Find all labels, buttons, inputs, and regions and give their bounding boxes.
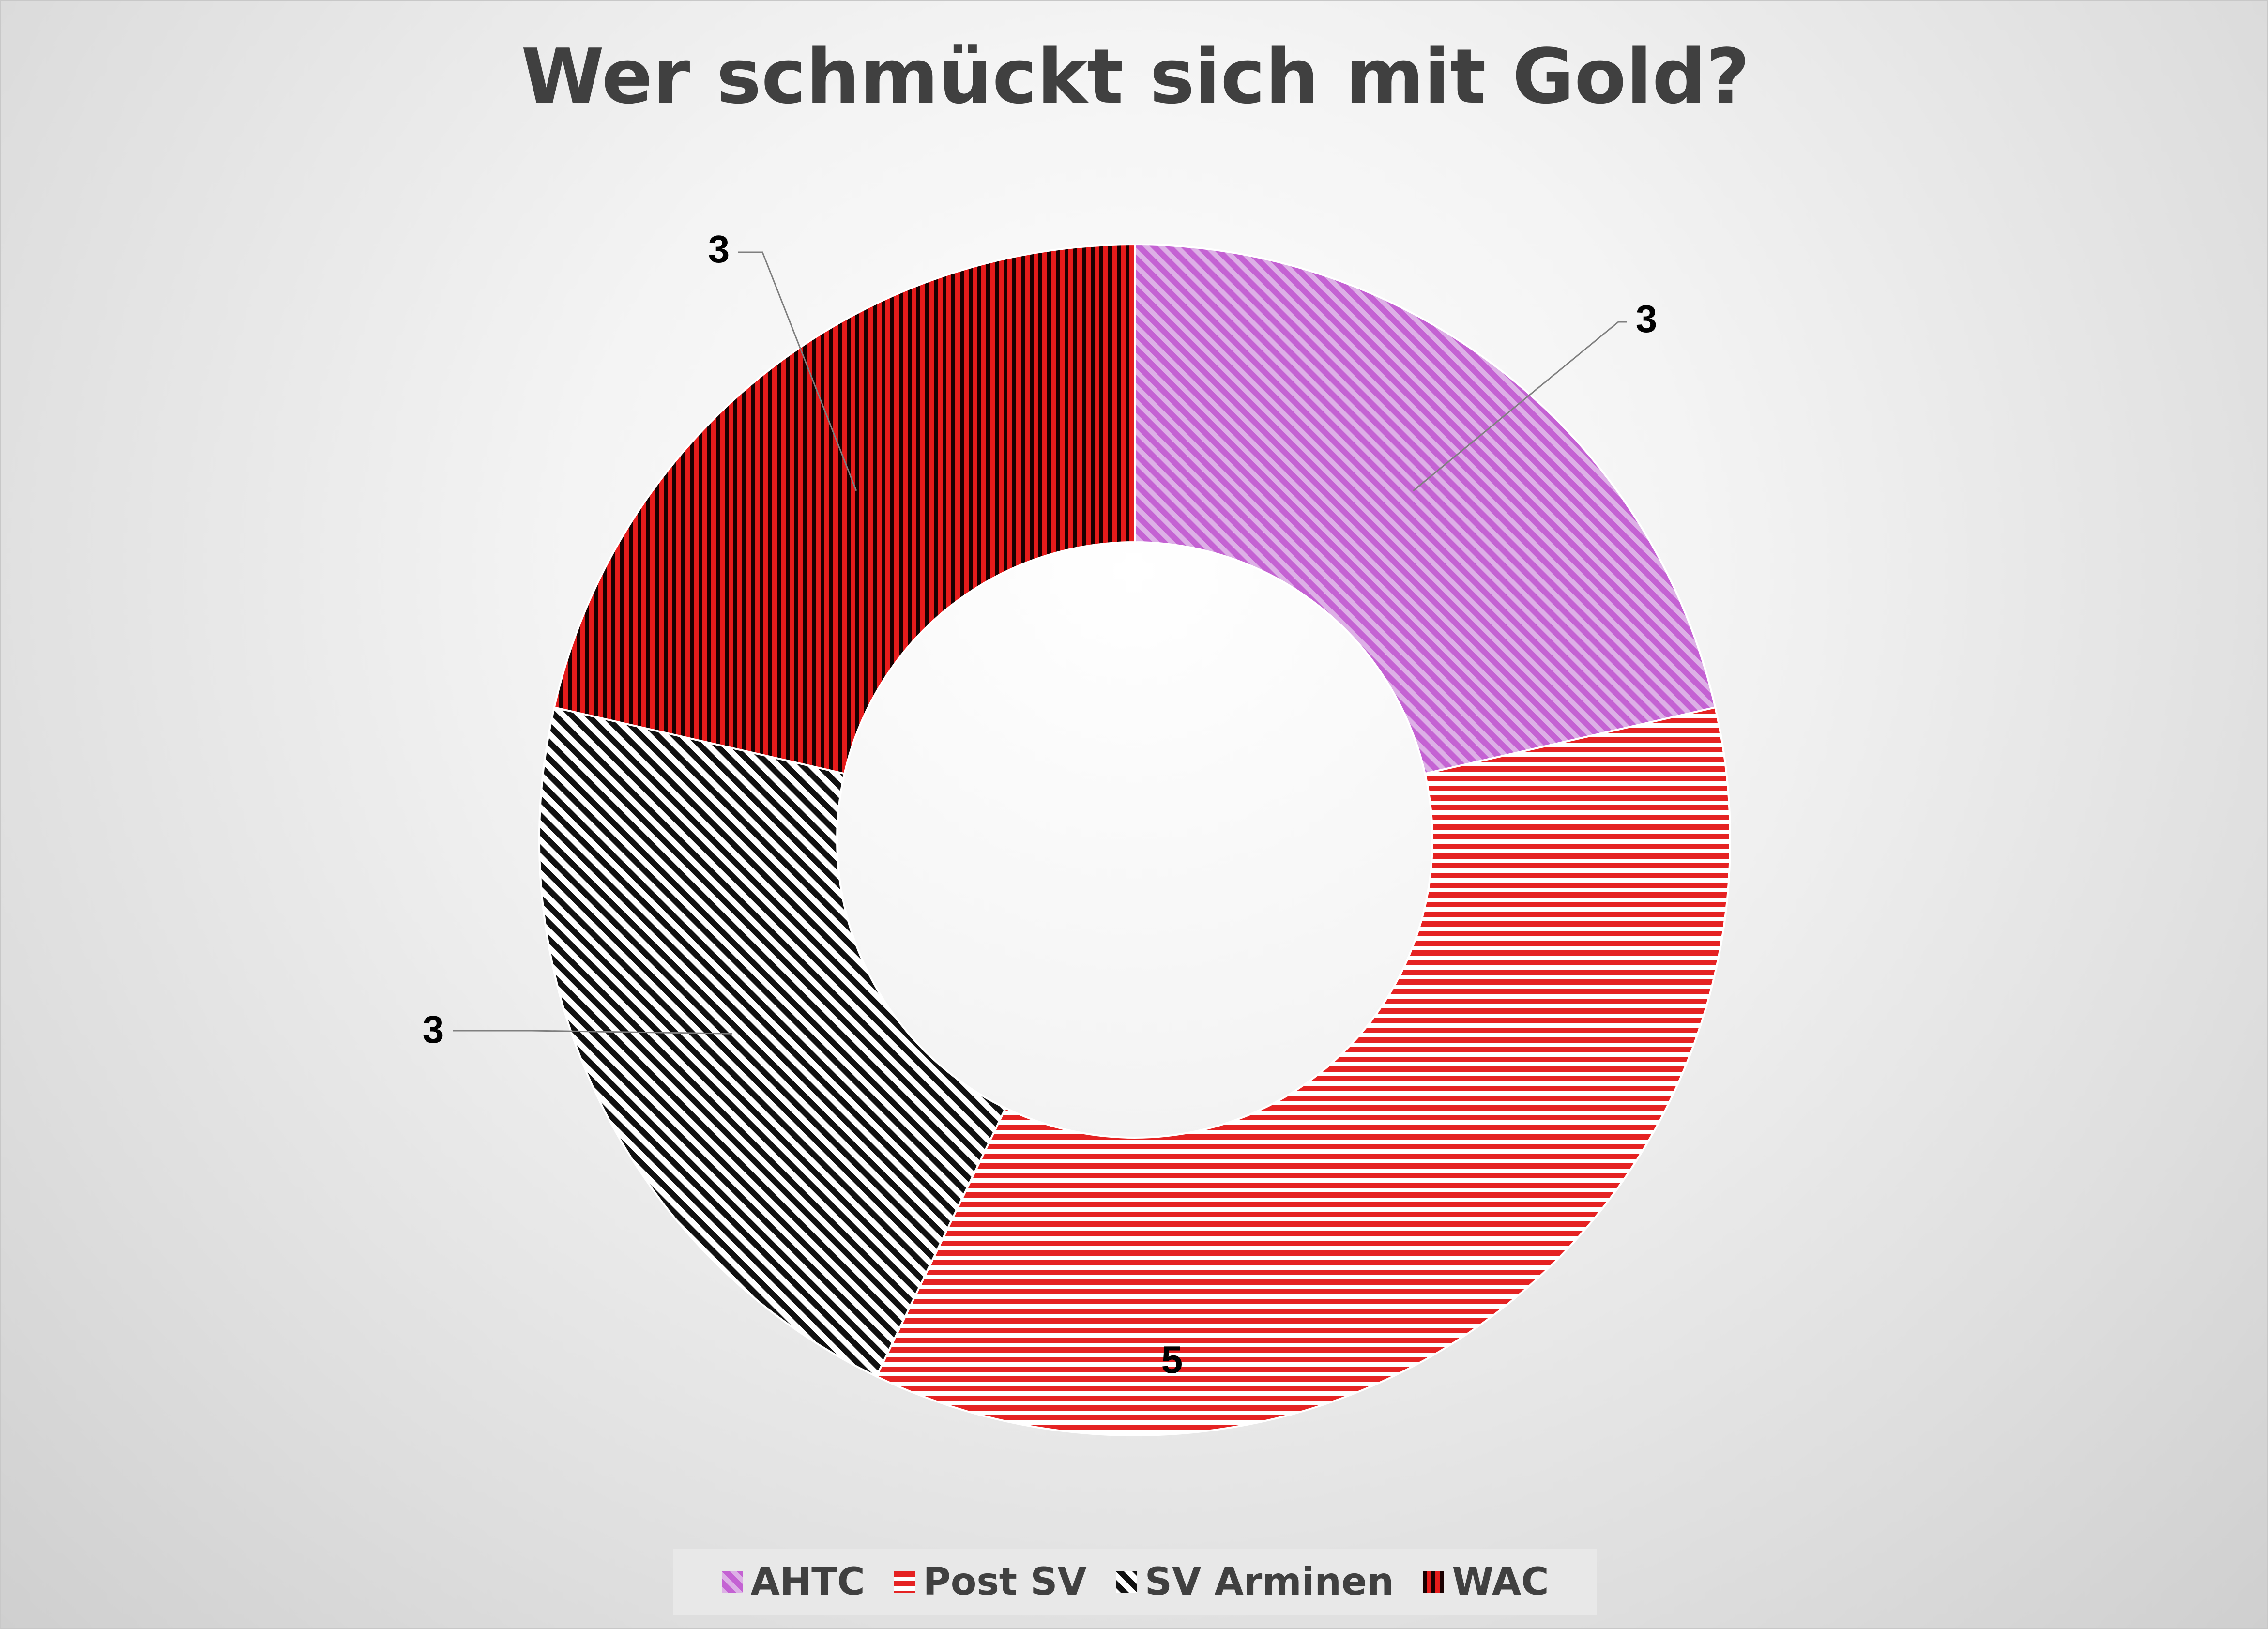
legend-swatch-post-sv bbox=[894, 1571, 915, 1593]
slice-sv-arminen bbox=[538, 706, 1007, 1378]
slice-ahtc bbox=[1134, 243, 1717, 775]
legend-swatch-sv-arminen bbox=[1115, 1571, 1137, 1593]
data-label-sv-arminen: 3 bbox=[423, 1008, 444, 1051]
legend-swatch-wac bbox=[1423, 1571, 1445, 1593]
legend-label-ahtc: AHTC bbox=[750, 1560, 865, 1604]
slice-post-sv bbox=[875, 706, 1731, 1436]
chart-title: Wer schmückt sich mit Gold? bbox=[521, 32, 1750, 121]
slice-wac bbox=[553, 243, 1136, 775]
legend-item-wac: WAC bbox=[1423, 1560, 1549, 1604]
legend-label-wac: WAC bbox=[1452, 1560, 1549, 1604]
leader-line-sv-arminen bbox=[453, 1030, 732, 1035]
legend-item-ahtc: AHTC bbox=[721, 1560, 865, 1604]
data-label-post-sv: 5 bbox=[1161, 1338, 1183, 1381]
slices-layer bbox=[538, 243, 1731, 1436]
legend-label-post-sv: Post SV bbox=[923, 1560, 1087, 1604]
data-labels-layer: 3 5 3 3 bbox=[423, 228, 1658, 1381]
data-label-wac: 3 bbox=[708, 228, 730, 271]
leader-line-ahtc bbox=[1413, 321, 1627, 491]
legend-label-sv-arminen: SV Arminen bbox=[1144, 1560, 1394, 1604]
legend: AHTC Post SV SV Arminen WAC bbox=[673, 1549, 1597, 1615]
leader-lines-layer bbox=[453, 251, 1627, 1035]
data-label-ahtc: 3 bbox=[1636, 297, 1658, 340]
legend-item-sv-arminen: SV Arminen bbox=[1115, 1560, 1394, 1604]
legend-swatch-ahtc bbox=[721, 1571, 743, 1593]
legend-item-post-sv: Post SV bbox=[894, 1560, 1087, 1604]
leader-line-wac bbox=[738, 251, 857, 491]
